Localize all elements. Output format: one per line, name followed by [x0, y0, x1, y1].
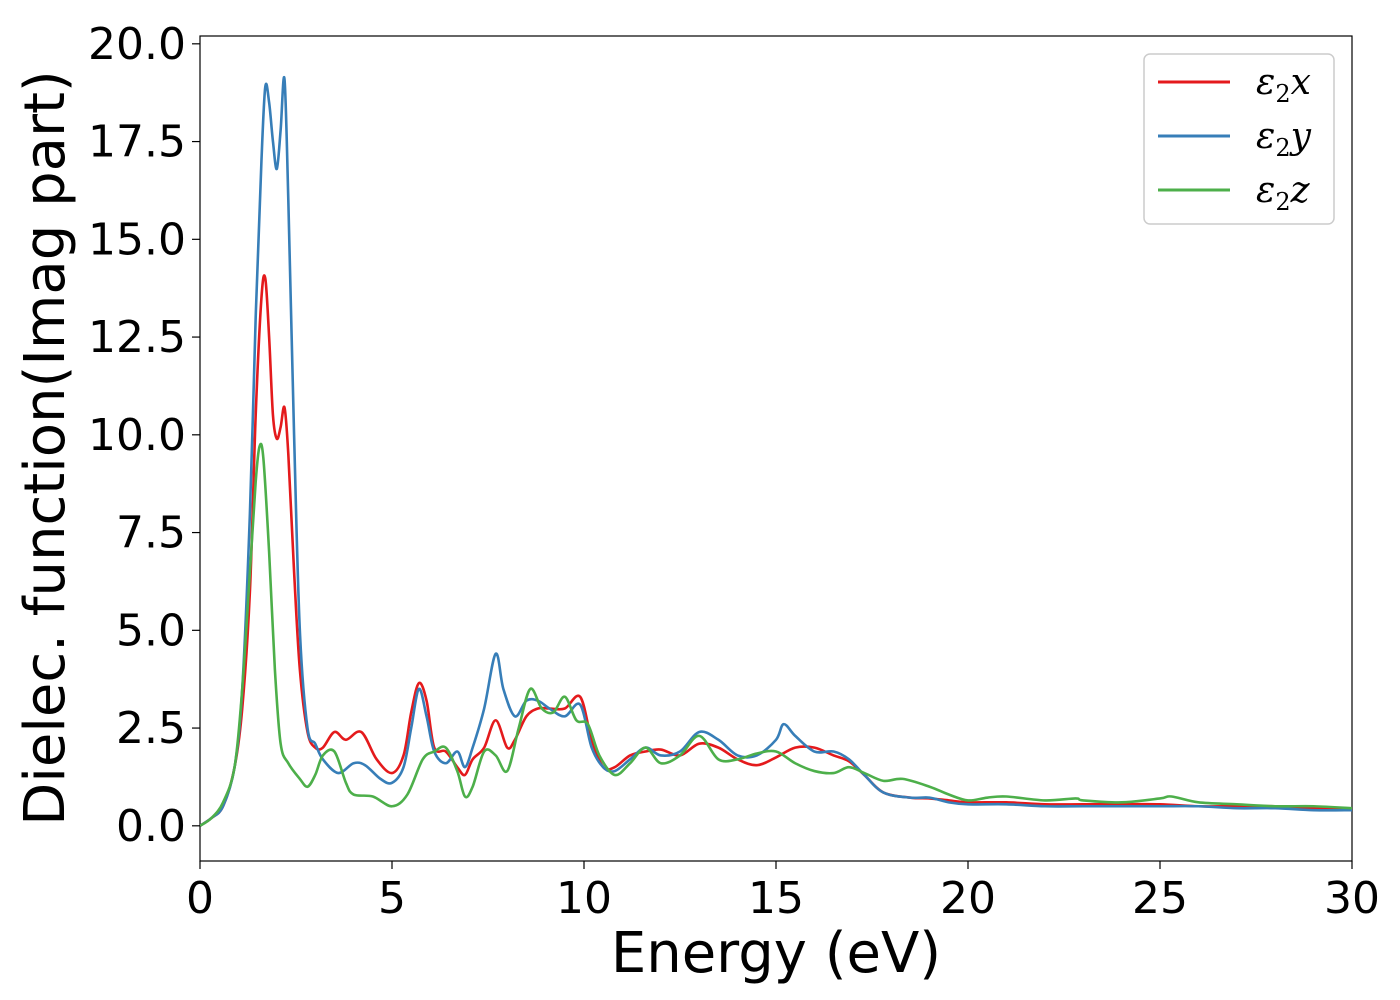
- x-tick-label: 15: [748, 873, 804, 924]
- legend-box: [1143, 53, 1335, 225]
- series-layer: [200, 75, 1352, 827]
- y-tick-label: 15.0: [88, 214, 186, 265]
- y-tick-label: 12.5: [88, 312, 186, 363]
- y-tick-label: 10.0: [88, 410, 186, 461]
- x-tick-label: 30: [1324, 873, 1380, 924]
- x-tick-label: 5: [378, 873, 406, 924]
- legend-label-x: ε2x: [1256, 62, 1311, 108]
- y-tick-label: 20.0: [88, 19, 186, 70]
- legend-label-y: ε2y: [1256, 116, 1312, 162]
- y-axis-ticks: 0.0 2.5 5.0 7.5 10.0 12.5 15.0 17.5 20.0: [88, 19, 200, 852]
- series-line-z: [200, 442, 1352, 827]
- x-axis-label: Energy (eV): [611, 921, 941, 986]
- series-line-y: [200, 75, 1352, 827]
- y-axis-label: Dielec. function(Imag part): [13, 70, 78, 826]
- x-tick-label: 25: [1132, 873, 1188, 924]
- legend: ε2x ε2y ε2z: [1143, 53, 1335, 225]
- x-tick-label: 20: [940, 873, 996, 924]
- x-axis-ticks: 0 5 10 15 20 25 30: [186, 861, 1380, 924]
- y-tick-label: 5.0: [116, 605, 186, 656]
- legend-label-z: ε2z: [1256, 170, 1311, 216]
- y-tick-label: 7.5: [116, 508, 186, 559]
- x-tick-label: 0: [186, 873, 214, 924]
- y-tick-label: 0.0: [116, 801, 186, 852]
- series-line-x: [200, 274, 1352, 827]
- x-tick-label: 10: [556, 873, 612, 924]
- y-tick-label: 2.5: [116, 703, 186, 754]
- y-tick-label: 17.5: [88, 117, 186, 168]
